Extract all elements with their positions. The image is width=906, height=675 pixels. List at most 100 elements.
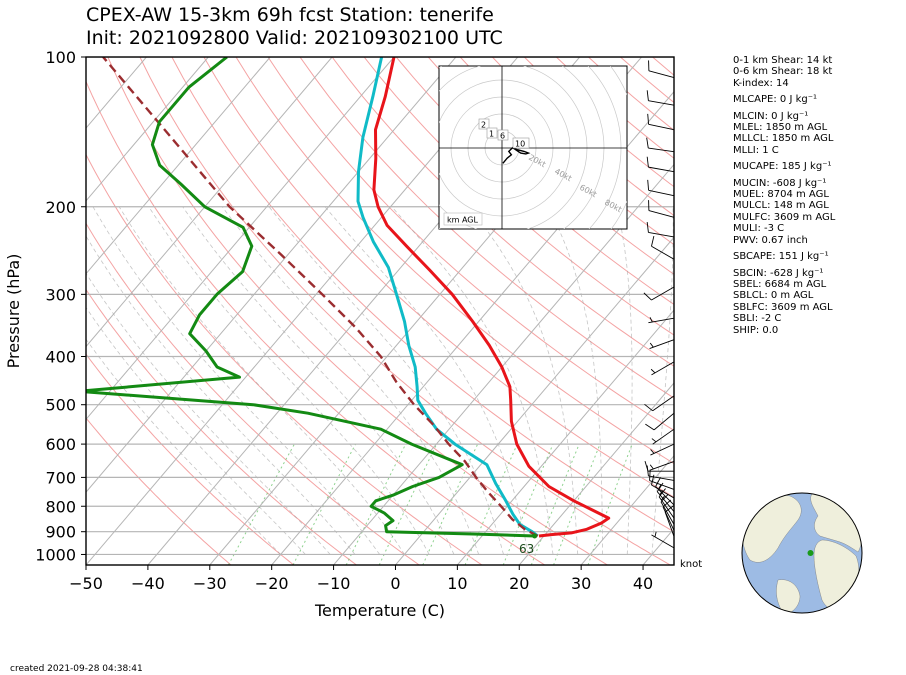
index-line: SBCIN: -628 J kg⁻¹ (733, 267, 824, 279)
wind-barb (643, 286, 675, 301)
barb-flag (643, 292, 652, 301)
isotherm (518, 382, 674, 565)
mixing-ratio-line (530, 443, 580, 565)
y-tick-label: 500 (45, 396, 76, 415)
isotherm (86, 57, 395, 421)
dry-adiabat (331, 57, 674, 367)
barb-staff (653, 412, 675, 431)
wind-barb (648, 200, 675, 218)
index-line: MLCAPE: 0 J kg⁻¹ (733, 94, 818, 106)
barb-half-flag (661, 495, 665, 501)
barb-flag (646, 137, 649, 149)
barb-flag (651, 235, 655, 247)
wind-barb (647, 113, 675, 131)
plot-frame (85, 56, 675, 566)
wind-barb (649, 460, 675, 471)
x-axis-label: Temperature (C) (314, 601, 445, 620)
index-line: MULFC: 3609 m AGL (733, 211, 836, 223)
barb-flag (656, 482, 664, 492)
hodograph-legend-box (443, 212, 483, 226)
wind-barb (647, 179, 675, 197)
y-tick-label: 1000 (35, 545, 76, 564)
moist-adiabat (616, 206, 633, 555)
index-line: SBCAPE: 151 J kg⁻¹ (733, 251, 829, 263)
hodograph-trace (502, 146, 531, 164)
isotherm (86, 57, 209, 202)
mixing-ratio-line (587, 443, 633, 565)
wind-barb (646, 156, 675, 173)
barb-flag (658, 488, 666, 498)
barb-flag (662, 499, 672, 508)
y-tick-label: 600 (45, 435, 76, 454)
barb-flag (647, 113, 650, 125)
dry-adiabat (395, 57, 674, 306)
surface-label: 63 (519, 542, 534, 556)
x-tick-label: 10 (447, 574, 467, 593)
height-label-box (497, 129, 509, 141)
y-tick-label: 200 (45, 198, 76, 217)
barb-staff (651, 245, 675, 260)
isotherm (86, 57, 457, 493)
x-tick-label: 20 (509, 574, 529, 593)
isotherm (86, 57, 271, 275)
barb-staff (662, 506, 675, 531)
index-line: SBLFC: 3609 m AGL (733, 301, 833, 313)
hodograph-height-label: 2 (478, 118, 490, 130)
mixing-ratio-line (345, 443, 407, 565)
barb-staff (648, 100, 675, 106)
index-line: MLEL: 1850 m AGL (733, 122, 828, 134)
barb-staff (650, 443, 675, 456)
wind-barb (650, 443, 675, 456)
barb-flag (646, 156, 649, 168)
barb-staff (651, 361, 675, 376)
barb-flag (649, 470, 651, 481)
mixing-ratio-line (553, 443, 601, 565)
wind-barb (649, 339, 675, 349)
index-line: SBLCL: 0 m AGL (733, 290, 814, 302)
barb-half-flag (654, 531, 657, 537)
wind-barb (664, 505, 675, 537)
x-tick-label: −20 (255, 574, 289, 593)
barb-staff (649, 339, 675, 349)
globe-map (741, 492, 863, 614)
wind-barb (660, 493, 675, 525)
y-tick-label: 700 (45, 468, 76, 487)
isotherm (86, 57, 333, 348)
dry-adiabat (363, 57, 674, 336)
barb-staff (652, 395, 675, 412)
dry-adiabat (86, 417, 232, 565)
wind-barb (662, 499, 675, 531)
mixing-ratio-line (378, 443, 438, 565)
height-label-text: 1 (489, 130, 494, 139)
barb-staff (648, 70, 675, 79)
index-line: MUCIN: -608 J kg⁻¹ (733, 177, 827, 189)
hodograph-height-label: 10 (512, 137, 530, 149)
barb-staff (648, 210, 675, 218)
barb-staff (649, 460, 675, 471)
barb-staff (652, 428, 675, 445)
wind-barb (651, 531, 675, 549)
barb-staff (648, 147, 675, 153)
dry-adiabat (86, 153, 483, 565)
barb-staff (664, 511, 675, 537)
dry-adiabat (203, 57, 674, 498)
dry-adiabat (427, 57, 674, 275)
y-tick-label: 800 (45, 497, 76, 516)
chart-subtitle: Init: 2021092800 Valid: 202109302100 UTC (86, 27, 503, 49)
index-line: 0-6 km Shear: 18 kt (733, 66, 833, 78)
hodograph-legend: km AGL (443, 212, 483, 226)
barb-flag (644, 403, 653, 412)
x-tick-label: −10 (317, 574, 351, 593)
background-lines (86, 57, 674, 565)
barb-half-flag (650, 368, 656, 374)
plot-border (85, 56, 675, 566)
x-tick-label: 30 (571, 574, 591, 593)
profile-green (86, 57, 535, 538)
y-tick-label: 900 (45, 523, 76, 542)
wind-barb (648, 60, 675, 79)
barb-flag (651, 474, 655, 486)
wind-barb (650, 361, 675, 376)
barb-staff (648, 231, 675, 238)
hodograph-height-label: 1 (486, 127, 498, 139)
